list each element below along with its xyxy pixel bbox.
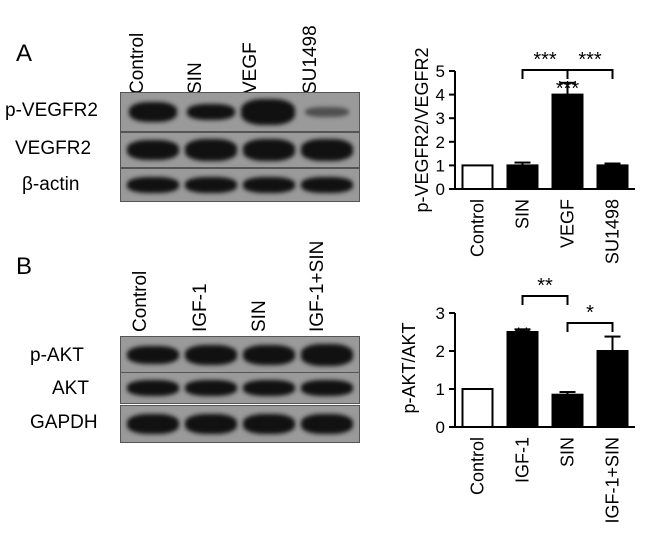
panel-b-band (301, 380, 353, 396)
chart-a-y-axis-label: p-VEGFR2/VEGFR2 (412, 47, 432, 212)
panel-a-band (185, 177, 237, 193)
panel-b-letter: B (16, 253, 33, 280)
panel-b-band (185, 380, 237, 396)
chart-a-significance-bracket (566, 69, 614, 79)
panel-b-band (301, 344, 353, 366)
chart-b-y-tick-label: 1 (436, 380, 445, 399)
chart-b-category-label: IGF-1+SIN (603, 437, 623, 524)
chart-b-category-label: SIN (558, 437, 578, 467)
panel-b-band (243, 414, 295, 434)
panel-a-band (129, 102, 177, 122)
panel-a-row-label-1: VEGFR2 (15, 138, 92, 159)
panel-a-band (241, 99, 295, 125)
panel-a-band (305, 107, 349, 117)
panel-a-band (185, 139, 237, 161)
chart-a-bar (596, 164, 629, 190)
chart-a-significance-mark: *** (556, 78, 580, 100)
chart-b-y-tick-label: 2 (436, 342, 445, 361)
chart-b-category-label: IGF-1 (513, 437, 533, 483)
chart-b-bar (461, 388, 494, 428)
chart-a-bracket-label: *** (578, 49, 602, 71)
panel-a-band (243, 139, 295, 161)
panel-a-blot-row-2 (120, 168, 360, 202)
chart-a-y-tick-label: 1 (436, 156, 445, 175)
chart-b-y-tick-label: 0 (436, 418, 445, 437)
chart-a-bar (461, 164, 494, 190)
panel-b-band (185, 345, 237, 365)
panel-a-blot-row-0 (120, 92, 360, 132)
panel-a-band (301, 177, 353, 193)
chart-b-bracket-label: ** (537, 275, 553, 297)
chart-b-y-tick-label: 3 (436, 304, 445, 323)
panel-b-blot-row-2 (120, 405, 360, 443)
chart-a-category-label: VEGF (558, 199, 578, 248)
chart-b-y-axis-label: p-AKT/AKT (399, 322, 419, 413)
panel-b-band (127, 380, 179, 396)
panel-a-band (127, 177, 179, 193)
chart-a-category-label: Control (468, 199, 488, 257)
chart-a-bracket-label: *** (533, 49, 557, 71)
chart-b-significance-mark: ** (515, 324, 531, 346)
chart-b-bar (596, 350, 629, 428)
panel-b-band (243, 380, 295, 396)
panel-b-row-label-0: p-AKT (30, 345, 84, 366)
chart-b-category-label: Control (468, 437, 488, 495)
panel-a-band (187, 104, 235, 120)
panel-b-blot-row-0 (120, 336, 360, 374)
panel-a-band (243, 177, 295, 193)
chart-a-y-tick-label: 4 (436, 86, 445, 105)
panel-b-row-label-2: GAPDH (30, 412, 98, 433)
panel-b-band (301, 414, 353, 434)
chart-a-category-label: SU1498 (603, 199, 623, 264)
panel-b-row-label-1: AKT (52, 378, 89, 399)
chart-a-y-tick-label: 0 (436, 180, 445, 199)
chart-b-bracket-label: * (586, 302, 594, 324)
panel-b-blot-row-1 (120, 372, 360, 404)
panel-a-blot-row-1 (120, 132, 360, 168)
chart-b-significance-bracket (521, 295, 569, 305)
chart-b-significance-bracket (566, 322, 614, 332)
panel-a-band (127, 140, 179, 160)
chart-a-bar (551, 93, 584, 190)
panel-b-band (127, 346, 179, 364)
panel-a-row-label-0: p-VEGFR2 (5, 100, 98, 121)
panel-a-band (301, 139, 353, 161)
chart-a-bar (506, 164, 539, 190)
panel-a-row-label-2: β-actin (22, 174, 80, 195)
chart-b-bar (506, 331, 539, 428)
panel-a-letter: A (16, 40, 33, 67)
chart-a-y-tick-label: 2 (436, 133, 445, 152)
panel-b-band (127, 414, 179, 434)
chart-b-bar (551, 393, 584, 429)
chart-a-y-tick-label: 5 (436, 62, 445, 81)
panel-b-band (243, 345, 295, 365)
chart-a-y-tick-label: 3 (436, 109, 445, 128)
panel-b-band (185, 414, 237, 434)
chart-a-category-label: SIN (513, 199, 533, 229)
